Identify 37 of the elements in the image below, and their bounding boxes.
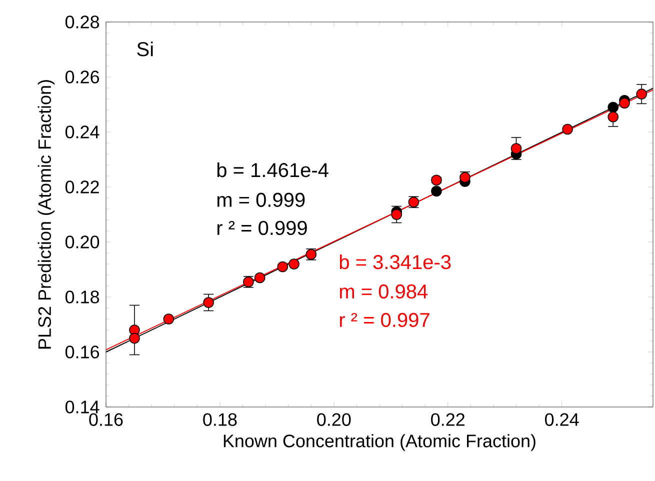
- point: [619, 98, 630, 109]
- annotation: m = 0.984: [340, 284, 428, 299]
- x-tick-label: 0.20: [317, 413, 351, 426]
- point: [431, 174, 442, 186]
- point: [163, 314, 174, 324]
- point: [608, 102, 619, 113]
- annotation: r ² = 0.997: [340, 312, 430, 328]
- x-tick-label: 0.22: [431, 413, 464, 426]
- point: [288, 258, 300, 270]
- y-tick-label: 0.16: [65, 346, 100, 358]
- point: [203, 297, 214, 308]
- point: [608, 111, 619, 122]
- y-tick-label: 0.14: [65, 400, 100, 414]
- x-tick-label: 0.18: [203, 413, 237, 426]
- x-tick-label: 0.24: [545, 413, 579, 426]
- annotation: Si: [137, 42, 153, 56]
- point: [254, 272, 266, 284]
- x-axis-title: Known Concentration (Atomic Fraction): [224, 434, 536, 451]
- y-axis-title: PLS2 Prediction (Atomic Fraction): [38, 80, 55, 349]
- point: [129, 332, 140, 344]
- annotation: r ² = 0.999: [217, 220, 307, 236]
- point: [510, 143, 522, 154]
- annotation: b = 1.461e-4: [217, 162, 328, 178]
- y-tick-label: 0.28: [65, 16, 100, 28]
- y-tick-label: 0.18: [65, 290, 100, 304]
- x-tick-label: 0.16: [89, 413, 123, 426]
- annotation: m = 0.999: [217, 192, 305, 207]
- annotation: b = 3.341e-3: [340, 254, 451, 270]
- point: [277, 261, 288, 272]
- point: [391, 209, 402, 220]
- y-tick-label: 0.24: [65, 126, 100, 138]
- y-tick-label: 0.22: [65, 180, 99, 194]
- point: [636, 88, 647, 100]
- point: [562, 124, 573, 135]
- point: [431, 186, 442, 197]
- y-tick-label: 0.26: [65, 70, 100, 84]
- y-tick-label: 0.20: [65, 236, 100, 248]
